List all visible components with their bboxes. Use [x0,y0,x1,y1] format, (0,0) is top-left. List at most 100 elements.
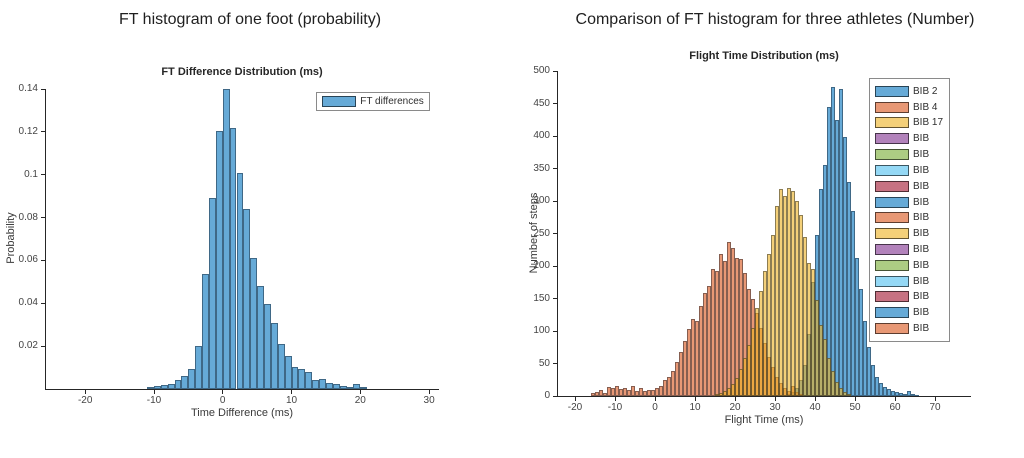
legend-color-swatch [875,196,909,208]
histogram-bar [895,392,899,396]
legend-color-swatch [875,133,909,145]
histogram-bar [671,371,675,396]
histogram-bar [264,304,271,389]
legend-entry: BIB [875,243,949,255]
x-tick [84,390,86,394]
legend-entry-label: BIB [913,259,930,271]
legend-entry: BIB [875,323,949,334]
x-tick-label: 50 [849,402,861,413]
x-tick-label: 30 [423,395,435,406]
legend-color-swatch [875,291,909,303]
y-tick [553,363,557,364]
histogram-bar [711,268,715,396]
histogram-bar [875,376,879,396]
histogram-bar [863,321,867,396]
x-tick [428,390,430,394]
legend-entry: BIB [875,196,949,208]
legend-color-swatch [875,117,909,129]
histogram-bar [843,392,847,396]
histogram-bar [284,355,292,389]
histogram-bar [723,390,727,396]
histogram-bar [236,172,244,389]
histogram-bar [787,188,791,396]
x-tick [934,397,936,401]
y-tick [41,345,45,347]
histogram-bar [775,206,779,396]
histogram-bar [679,351,683,396]
histogram-bar [907,390,911,396]
y-tick-label: 0.02 [18,340,38,352]
histogram-bar [643,391,647,396]
legend-color-swatch [875,101,909,113]
legend-color-swatch [875,259,909,271]
legend-color-swatch [875,275,909,287]
histogram-bar [607,386,611,396]
y-tick-label: 400 [533,130,550,141]
legend-entry-label: BIB [913,180,930,192]
legend-entry-label: BIB [913,228,930,240]
histogram-bar [339,386,347,389]
histogram-bar [353,384,361,389]
x-tick [654,397,656,401]
y-tick-label: 0.1 [24,168,38,180]
y-tick-label: 0.14 [18,83,38,94]
legend-color-swatch [875,85,909,97]
histogram-bar [250,258,258,389]
chart-title-left: FT Difference Distribution (ms) [161,66,323,78]
y-tick-label: 0.12 [18,125,38,137]
histogram-bar [803,236,807,396]
y-tick [553,395,557,397]
histogram-bar [807,262,811,396]
histogram-bar [763,271,767,396]
histogram-bar [202,274,209,389]
x-tick-label: -10 [607,402,623,413]
legend-entry: BIB 17 [875,117,949,129]
x-tick-label: 0 [219,395,226,406]
x-tick-label: 10 [689,402,701,413]
histogram-bar [360,387,368,390]
legend-entry: BIB [875,228,949,240]
y-axis-line [45,89,46,390]
legend-entry: BIB 4 [875,101,949,113]
histogram-bar [859,288,863,396]
histogram-bar [871,364,875,396]
histogram-bar [823,338,827,396]
histogram-bar [751,327,755,396]
histogram-bar [703,293,707,396]
histogram-bar [181,376,189,389]
legend-entry-label: FT differences [360,96,424,107]
y-tick [553,265,557,267]
histogram-bar [743,358,747,396]
y-tick [41,88,45,90]
x-axis-line [558,396,971,397]
y-tick [41,174,45,176]
x-tick [814,397,816,401]
legend-color-swatch [875,212,909,224]
legend-entry: BIB [875,259,949,271]
x-tick-label: 40 [809,402,821,413]
x-tick [291,390,292,394]
y-tick [553,200,557,202]
y-tick-label: 250 [533,227,550,239]
histogram-bar [747,345,751,396]
histogram-bar [667,376,671,396]
histogram-bar [891,390,895,396]
histogram-bar [691,319,695,396]
legend-color-swatch [322,96,357,107]
x-axis-line [46,389,439,390]
histogram-bar [771,234,775,396]
y-tick-label: 0 [544,390,550,401]
histogram-bar [811,268,815,396]
legend-entry-label: BIB [913,196,930,208]
legend-entry-label: BIB 2 [913,85,938,97]
x-tick [222,390,224,394]
histogram-bar [595,392,599,396]
legend-color-swatch [875,164,909,176]
x-tick [359,390,361,394]
y-tick-label: 500 [533,65,550,76]
histogram-bar [270,322,278,389]
legend-color-swatch [875,323,909,334]
y-tick [553,103,557,104]
legend-color-swatch [875,307,909,319]
x-tick-label: 30 [769,402,781,413]
